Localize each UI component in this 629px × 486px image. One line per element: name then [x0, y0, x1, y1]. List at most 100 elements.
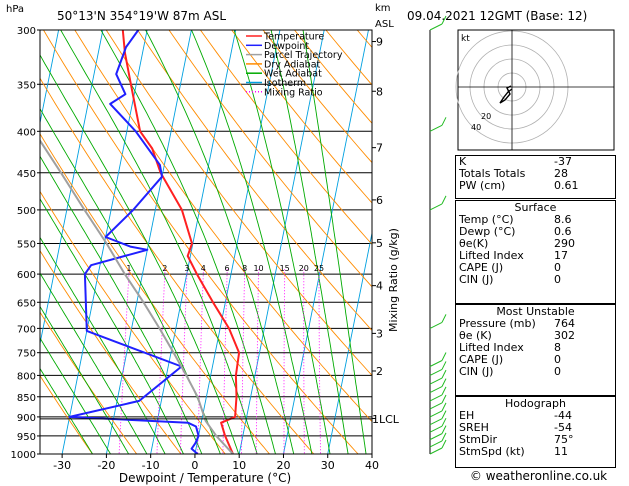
- surface-row: CAPE (J) 0: [456, 262, 615, 274]
- most-unstable-value: 0: [554, 353, 561, 367]
- surface-label: CIN (J): [459, 273, 494, 287]
- pressure-tick-label: 350: [17, 80, 36, 91]
- dry-adiabat-line: [262, 30, 372, 164]
- hodograph-box: [457, 29, 615, 151]
- index-value: 28: [554, 167, 568, 181]
- mixing-ratio-label: 6: [225, 264, 230, 273]
- index-label: PW (cm): [459, 179, 506, 193]
- wet-adiabat-line: [100, 30, 276, 454]
- wind-barb: [429, 117, 447, 132]
- isotherm-line: [283, 30, 369, 454]
- pressure-tick-label: 300: [17, 26, 36, 37]
- most-unstable-label: Pressure (mb): [459, 317, 536, 330]
- legend-label: Dry Adiabat: [264, 59, 321, 70]
- most-unstable-value: 302: [554, 329, 575, 343]
- hodograph-label: SREH: [459, 421, 489, 435]
- mixing-ratio-label: 2: [162, 264, 167, 273]
- surface-row: CIN (J) 0: [456, 274, 615, 286]
- dry-adiabat-line: [105, 30, 372, 376]
- isotherm-line: [194, 30, 281, 454]
- hodograph-ring-label: 20: [481, 112, 491, 121]
- index-label: Totals Totals: [459, 167, 526, 181]
- wind-barb: [429, 402, 447, 418]
- wet-adiabat-line: [40, 155, 203, 454]
- wind-barb: [429, 361, 447, 376]
- datetime-label: 09.04.2021 12GMT (Base: 12): [407, 9, 587, 23]
- mixing-ratio-line: [241, 268, 246, 454]
- most-unstable-value: 764: [554, 317, 575, 330]
- wet-adiabat-line: [40, 305, 130, 454]
- mixing-ratio-line: [318, 268, 321, 454]
- surface-label: Dewp (°C): [459, 225, 516, 239]
- temperature-line: [121, 30, 241, 454]
- index-value: 0.61: [554, 179, 579, 193]
- most-unstable-label: CAPE (J): [459, 353, 504, 367]
- pressure-tick-label: 750: [17, 349, 36, 360]
- pressure-tick-label: 700: [17, 324, 36, 335]
- most-unstable-value: 0: [554, 365, 561, 379]
- hodograph-label: StmDir: [459, 433, 498, 447]
- surface-row: Temp (°C) 8.6: [456, 213, 615, 226]
- hodograph-row: EH -44: [456, 409, 615, 422]
- height-tick-label: 7: [376, 142, 383, 155]
- surface-panel: Surface Temp (°C) 8.6 Dewp (°C) 0.6 θe(K) 290…: [455, 200, 616, 304]
- temp-tick-label: -20: [97, 459, 115, 472]
- most-unstable-row: Pressure (mb) 764: [456, 317, 615, 330]
- hodograph-value: 75°: [554, 433, 574, 447]
- most-unstable-row: CAPE (J) 0: [456, 354, 615, 366]
- temp-tick-label: 30: [321, 459, 335, 472]
- dry-adiabat-line: [168, 30, 372, 288]
- km-unit-label: km: [375, 3, 391, 14]
- hodograph-row: StmDir 75°: [456, 434, 615, 446]
- dry-adiabat-line: [42, 30, 359, 454]
- asl-unit-label: ASL: [375, 19, 394, 30]
- most-unstable-panel: Most Unstable Pressure (mb) 764 θe (K) 302 L…: [455, 304, 616, 396]
- temp-tick-label: -10: [142, 459, 160, 472]
- dry-adiabat-line: [199, 30, 372, 245]
- surface-value: 0: [554, 273, 561, 287]
- pressure-tick-label: 900: [17, 413, 36, 424]
- height-tick-label: 2: [376, 365, 383, 378]
- wet-adiabat-line: [60, 30, 258, 454]
- legend-label: Dewpoint: [264, 41, 309, 52]
- isotherm-line: [40, 30, 104, 346]
- surface-value: 8.6: [554, 213, 572, 226]
- wet-adiabat-line: [191, 30, 313, 454]
- index-row: Totals Totals 28: [456, 167, 615, 181]
- pressure-tick-label: 450: [17, 169, 36, 180]
- wind-barb: [429, 425, 447, 441]
- height-tick-label: 8: [376, 85, 383, 98]
- wind-barb: [429, 386, 447, 402]
- pressure-tick-label: 500: [17, 206, 36, 217]
- legend-label: Parcel Trajectory: [264, 50, 343, 61]
- legend-label: Temperature: [263, 32, 324, 43]
- hpa-unit-label: hPa: [6, 4, 24, 15]
- surface-label: Lifted Index: [459, 249, 524, 263]
- height-tick-label: 6: [376, 194, 383, 207]
- pressure-tick-label: 600: [17, 270, 36, 281]
- wind-barb: [429, 432, 447, 448]
- hodograph-ring-label: 40: [471, 123, 481, 132]
- legend-label: Wet Adiabat: [264, 69, 322, 80]
- mixing-ratio-label: 1: [126, 264, 131, 273]
- surface-label: CAPE (J): [459, 261, 504, 275]
- wet-adiabat-line: [40, 54, 240, 454]
- credit-text: © weatheronline.co.uk: [469, 469, 608, 483]
- isotherm-line: [327, 230, 372, 454]
- x-axis-label: Dewpoint / Temperature (°C): [119, 471, 291, 485]
- height-tick-label: 9: [376, 36, 383, 49]
- hodograph-table-title: Hodograph: [505, 397, 566, 410]
- wet-adiabat-line: [233, 30, 331, 454]
- mixing-ratio-line: [283, 268, 286, 454]
- wet-adiabat-line: [40, 367, 94, 454]
- hodograph-value: -54: [554, 421, 572, 435]
- hodograph-trace: [499, 85, 513, 104]
- indices-panel: K -37 Totals Totals 28 PW (cm) 0.61: [455, 155, 616, 199]
- wind-barb: [429, 410, 447, 426]
- wind-barb: [429, 439, 447, 455]
- dry-adiabat-line: [40, 133, 271, 454]
- plot-frame: [39, 29, 373, 455]
- hodograph-value: -44: [554, 409, 572, 422]
- isotherm-line: [238, 30, 325, 454]
- wet-adiabat-line: [40, 197, 184, 454]
